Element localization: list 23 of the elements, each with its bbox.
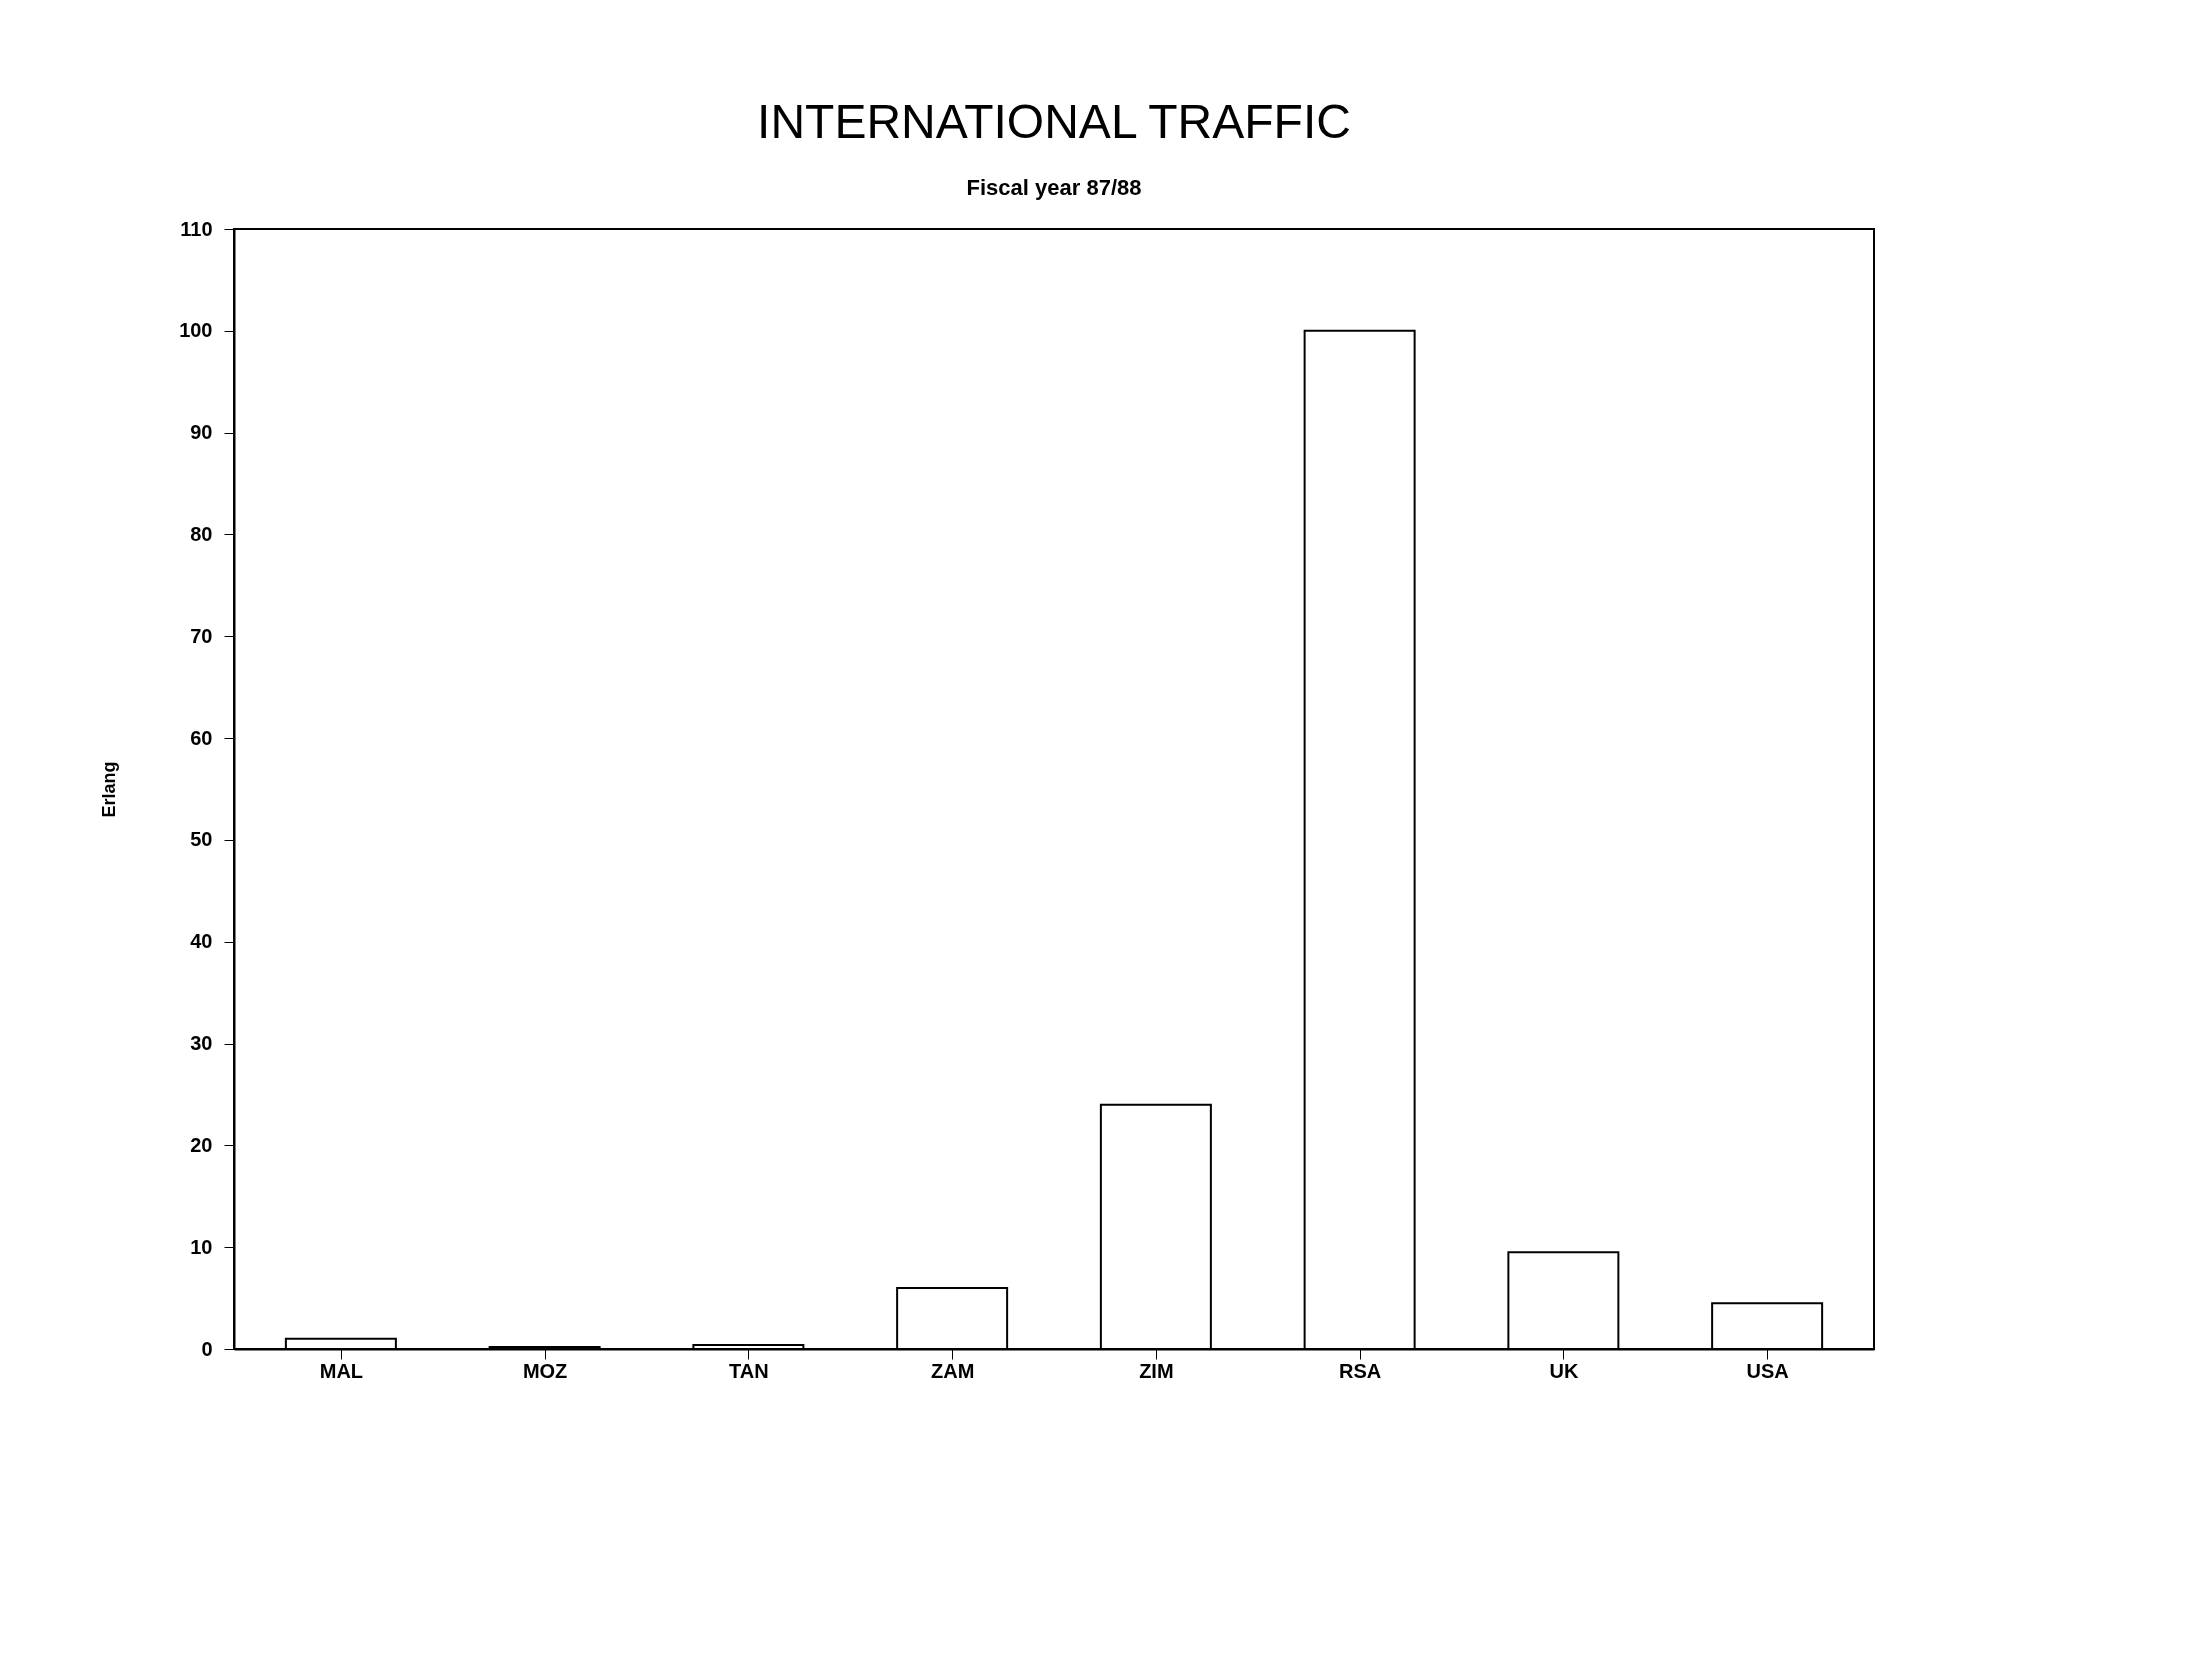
x-tick-label: USA	[1746, 1359, 1789, 1382]
y-tick-label: 30	[190, 1032, 213, 1055]
y-tick-label: 70	[190, 624, 213, 647]
y-tick-label: 0	[201, 1337, 213, 1360]
y-tick-label: 50	[190, 828, 213, 851]
x-tick-label: ZAM	[930, 1359, 975, 1382]
chart-title: INTERNATIONAL TRAFFIC	[757, 95, 1351, 148]
chart-subtitle: Fiscal year 87/88	[966, 175, 1142, 200]
y-tick-label: 90	[190, 421, 213, 444]
y-tick-label: 10	[190, 1235, 213, 1258]
x-tick-label: UK	[1549, 1359, 1579, 1382]
y-tick-label: 100	[179, 319, 213, 342]
x-tick-label: MAL	[319, 1359, 364, 1382]
y-tick-label: 20	[190, 1133, 213, 1156]
x-tick-label: MOZ	[522, 1359, 568, 1382]
x-tick-label: ZIM	[1139, 1359, 1174, 1382]
y-tick-label: 110	[180, 217, 213, 240]
y-tick-label: 60	[190, 726, 213, 749]
y-tick-label: 40	[190, 930, 213, 953]
x-tick-label: RSA	[1339, 1359, 1382, 1382]
y-axis-title: Erlang	[99, 761, 120, 818]
y-tick-label: 80	[190, 522, 213, 545]
x-tick-label: TAN	[729, 1359, 769, 1382]
